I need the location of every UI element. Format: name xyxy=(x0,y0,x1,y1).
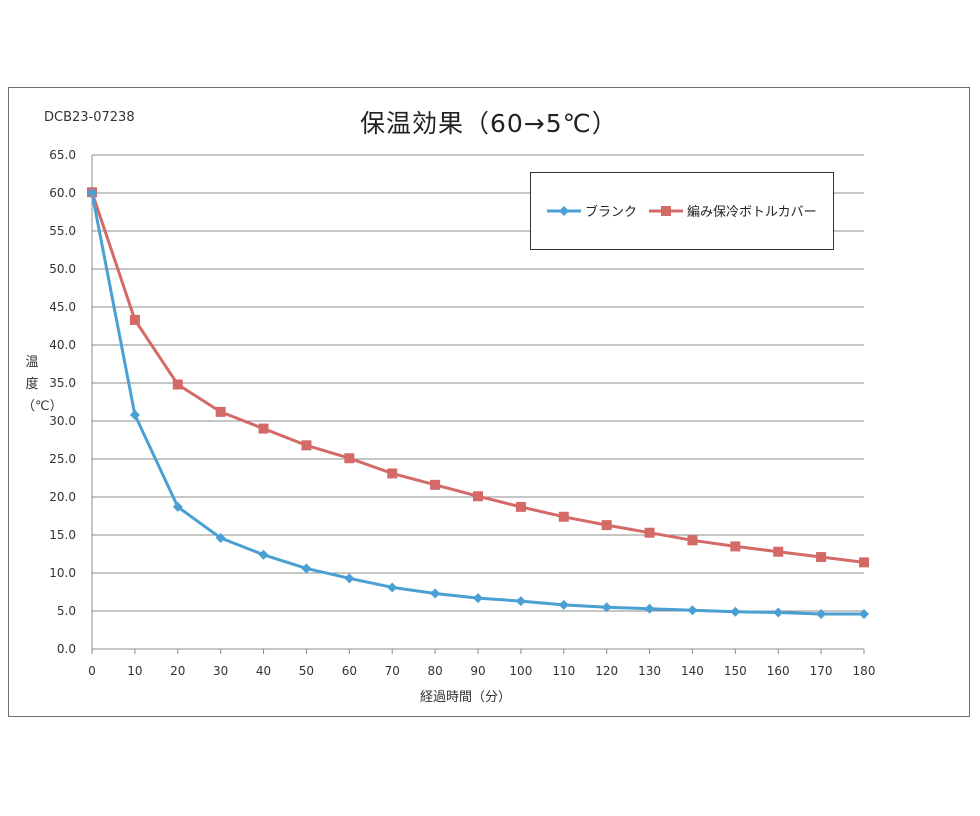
legend-swatch-knit-cover xyxy=(649,205,683,216)
y-tick-label: 35.0 xyxy=(49,376,76,390)
data-point-knit-cover xyxy=(344,453,355,464)
y-tick-label: 65.0 xyxy=(49,148,76,162)
y-tick-label: 10.0 xyxy=(49,566,76,580)
x-tick-label: 80 xyxy=(427,664,442,678)
y-tick-label: 15.0 xyxy=(49,528,76,542)
x-tick-label: 0 xyxy=(88,664,96,678)
x-axis-label: 経過時間（分） xyxy=(420,690,512,705)
document-id: DCB23-07238 xyxy=(44,110,135,125)
legend-item-knit-cover: 編み保冷ボトルカバー xyxy=(649,201,817,220)
y-tick-label: 20.0 xyxy=(49,490,76,504)
data-point-knit-cover xyxy=(859,557,869,568)
data-point-knit-cover xyxy=(773,546,784,557)
legend: ブランク 編み保冷ボトルカバー xyxy=(530,172,834,250)
legend-label-blank: ブランク xyxy=(585,205,638,220)
data-point-knit-cover xyxy=(215,406,226,417)
data-point-blank xyxy=(859,609,869,620)
data-point-knit-cover xyxy=(644,527,655,538)
x-tick-label: 50 xyxy=(299,664,314,678)
x-tick-label: 60 xyxy=(342,664,357,678)
data-point-blank xyxy=(644,603,655,614)
y-tick-label: 25.0 xyxy=(49,452,76,466)
legend-swatch-blank xyxy=(547,205,581,216)
x-tick-label: 130 xyxy=(638,664,661,678)
data-point-knit-cover xyxy=(129,314,140,325)
data-point-blank xyxy=(515,596,526,607)
x-tick-label: 140 xyxy=(681,664,704,678)
data-point-knit-cover xyxy=(172,379,183,390)
y-tick-label: 45.0 xyxy=(49,300,76,314)
x-tick-label: 100 xyxy=(509,664,532,678)
data-point-blank xyxy=(687,605,698,616)
x-tick-label: 10 xyxy=(127,664,142,678)
data-point-knit-cover xyxy=(601,520,612,531)
data-point-knit-cover xyxy=(730,541,741,552)
data-point-blank xyxy=(387,582,398,593)
x-tick-label: 160 xyxy=(767,664,790,678)
data-point-knit-cover xyxy=(258,423,269,434)
x-tick-label: 90 xyxy=(470,664,485,678)
legend-label-knit-cover: 編み保冷ボトルカバー xyxy=(687,205,817,220)
x-tick-label: 120 xyxy=(595,664,618,678)
y-tick-label: 30.0 xyxy=(49,414,76,428)
data-point-blank xyxy=(87,188,97,198)
x-tick-label: 170 xyxy=(810,664,833,678)
x-tick-label: 40 xyxy=(256,664,271,678)
data-point-knit-cover xyxy=(515,501,526,512)
data-point-knit-cover xyxy=(301,440,312,451)
data-point-knit-cover xyxy=(558,511,569,522)
data-point-knit-cover xyxy=(430,479,441,490)
x-tick-label: 150 xyxy=(724,664,747,678)
y-tick-label: 50.0 xyxy=(49,262,76,276)
x-tick-label: 30 xyxy=(213,664,228,678)
data-point-blank xyxy=(129,409,140,420)
data-point-blank xyxy=(430,588,441,599)
x-tick-label: 110 xyxy=(552,664,575,678)
data-point-knit-cover xyxy=(687,535,698,546)
y-tick-label: 0.0 xyxy=(57,642,76,656)
data-point-blank xyxy=(344,573,355,584)
data-point-blank xyxy=(172,501,183,512)
data-point-blank xyxy=(215,533,226,544)
data-point-blank xyxy=(301,563,312,574)
data-point-blank xyxy=(258,549,269,560)
x-tick-label: 180 xyxy=(853,664,876,678)
x-tick-label: 70 xyxy=(385,664,400,678)
y-tick-label: 5.0 xyxy=(57,604,76,618)
y-tick-label: 40.0 xyxy=(49,338,76,352)
data-point-blank xyxy=(816,609,827,620)
y-tick-label: 60.0 xyxy=(49,186,76,200)
data-point-knit-cover xyxy=(816,552,827,563)
chart-title: 保温効果（60→5℃） xyxy=(360,109,618,138)
data-point-knit-cover xyxy=(387,468,398,479)
data-point-blank xyxy=(773,607,784,618)
legend-item-blank: ブランク xyxy=(547,201,637,220)
data-point-blank xyxy=(601,602,612,613)
y-tick-label: 55.0 xyxy=(49,224,76,238)
data-point-blank xyxy=(730,606,741,617)
data-point-blank xyxy=(473,593,483,604)
data-point-knit-cover xyxy=(473,491,483,502)
data-point-blank xyxy=(558,599,569,610)
x-tick-label: 20 xyxy=(170,664,185,678)
